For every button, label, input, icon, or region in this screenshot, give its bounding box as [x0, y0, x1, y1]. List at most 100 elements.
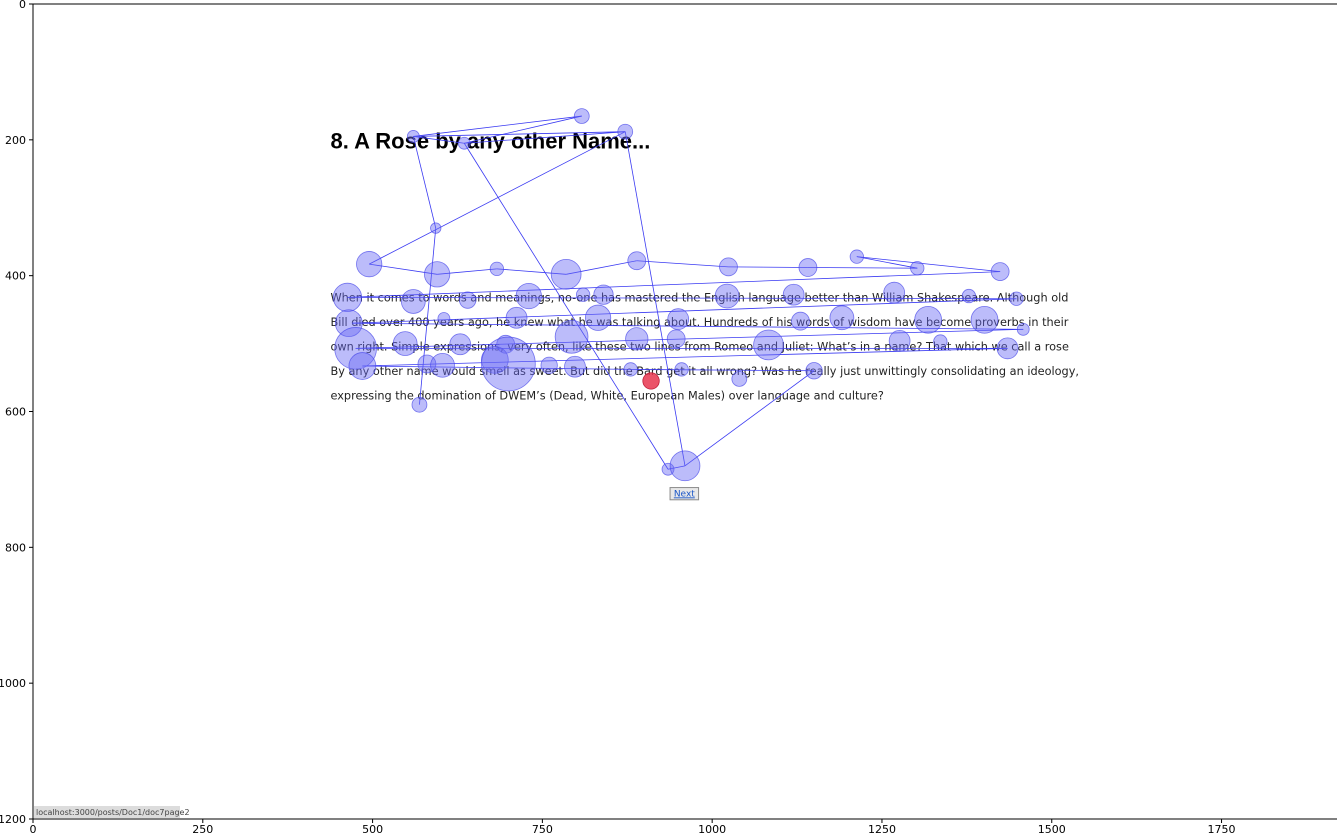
fixation-point: [437, 312, 451, 325]
x-tick-label: 1750: [1208, 823, 1236, 836]
fixation-point: [910, 261, 925, 276]
current-fixation-point: [642, 372, 660, 390]
y-tick-label: 800: [5, 541, 26, 554]
fixation-point: [970, 305, 999, 334]
y-tick-label: 400: [5, 270, 26, 283]
fixation-point: [996, 337, 1019, 360]
x-tick-label: 0: [30, 823, 37, 836]
fixation-point: [576, 287, 591, 302]
saccade-line: [684, 370, 815, 467]
y-tick-label: 1200: [0, 813, 26, 826]
saccade-line: [636, 260, 729, 268]
stimulus-line: own right. Simple expressions, very ofte…: [330, 340, 1068, 353]
fixation-point: [798, 258, 818, 277]
stimulus-paragraph: When it comes to words and meanings, no-…: [330, 291, 1079, 402]
fixation-point: [731, 371, 748, 387]
next-button-label: Next: [674, 489, 695, 499]
saccade-line: [419, 228, 437, 405]
fixation-point: [392, 331, 418, 356]
saccade-line: [728, 266, 808, 268]
fixation-point: [1016, 322, 1030, 336]
fixation-point: [480, 346, 509, 374]
fixation-point: [406, 130, 420, 143]
fixation-point: [348, 352, 377, 380]
fixation-point: [356, 251, 383, 278]
fixation-point: [334, 309, 363, 338]
fixation-point: [424, 261, 451, 288]
fixation-point: [623, 362, 638, 377]
fixation-point: [489, 261, 504, 276]
fixation-point: [933, 334, 948, 349]
saccade-line: [413, 136, 465, 144]
status-url: localhost:3000/posts/Doc1/doc7page2: [36, 808, 190, 817]
y-tick-label: 600: [5, 406, 26, 419]
fixation-point: [505, 306, 528, 329]
fixation-point: [719, 257, 738, 277]
x-tick-label: 1500: [1038, 823, 1066, 836]
saccade-line: [856, 256, 918, 269]
fixation-point: [400, 289, 426, 314]
saccade-line: [412, 136, 437, 229]
saccade-line: [464, 131, 626, 144]
y-tick-label: 1000: [0, 677, 26, 690]
y-tick-label: 0: [19, 0, 26, 11]
fixation-point: [540, 356, 558, 374]
scanpath: [347, 115, 1024, 470]
y-tick-label: 200: [5, 134, 26, 147]
fixation-point: [593, 284, 614, 305]
fixation-point: [617, 123, 634, 140]
saccade-line: [352, 322, 1024, 330]
fixation-point: [990, 262, 1010, 281]
fixation-point: [674, 362, 689, 377]
saccade-line: [362, 365, 631, 370]
saccade-line: [347, 296, 1017, 300]
saccade-line: [437, 268, 497, 275]
saccade-line: [464, 115, 582, 144]
x-tick-label: 750: [532, 823, 553, 836]
fixation-point: [481, 336, 536, 392]
fixation-point: [457, 136, 471, 150]
stimulus-line: expressing the domination of DWEM’s (Dea…: [330, 389, 883, 402]
fixation-point: [714, 283, 740, 309]
saccade-line: [807, 267, 918, 269]
stimulus-line: Bill died over 400 years ago, he knew wh…: [330, 316, 1068, 329]
fixation-point: [961, 288, 977, 304]
fixation-point: [625, 327, 649, 351]
fixation-point: [791, 311, 810, 331]
fixation-point: [883, 281, 906, 304]
saccade-line: [355, 328, 1024, 349]
saccade-line: [624, 131, 686, 466]
fixation-point: [666, 329, 686, 349]
saccade-line: [667, 465, 686, 470]
status-bar: localhost:3000/posts/Doc1/doc7page2: [34, 806, 190, 818]
next-button[interactable]: Next: [669, 487, 700, 501]
saccade-line: [369, 131, 626, 265]
fixation-point: [334, 327, 377, 370]
fixation-point: [914, 305, 942, 334]
saccade-line: [630, 368, 815, 372]
fixation-point: [554, 319, 589, 354]
fixation-point: [430, 222, 442, 234]
saccade-line: [347, 271, 1001, 298]
saccade-line: [566, 260, 637, 275]
fixation-point: [667, 308, 690, 330]
stimulus-page: 8. A Rose by any other Name... When it c…: [34, 129, 1079, 818]
fixation-point: [459, 291, 477, 309]
fixation-point: [753, 329, 784, 361]
fixation-point: [782, 283, 805, 306]
fixation-point: [564, 355, 586, 378]
saccade-line: [856, 256, 1001, 272]
x-tick-label: 1250: [868, 823, 896, 836]
fixation-point: [669, 450, 701, 482]
fixation-point: [829, 305, 855, 331]
saccade-line: [496, 268, 567, 275]
fixation-point: [627, 251, 647, 271]
fixation-point: [430, 352, 455, 378]
fixation-point: [805, 362, 823, 380]
fixation-points: [332, 108, 1030, 482]
fixation-point: [496, 334, 516, 354]
fixation-point: [417, 354, 437, 374]
x-tick-label: 500: [362, 823, 383, 836]
